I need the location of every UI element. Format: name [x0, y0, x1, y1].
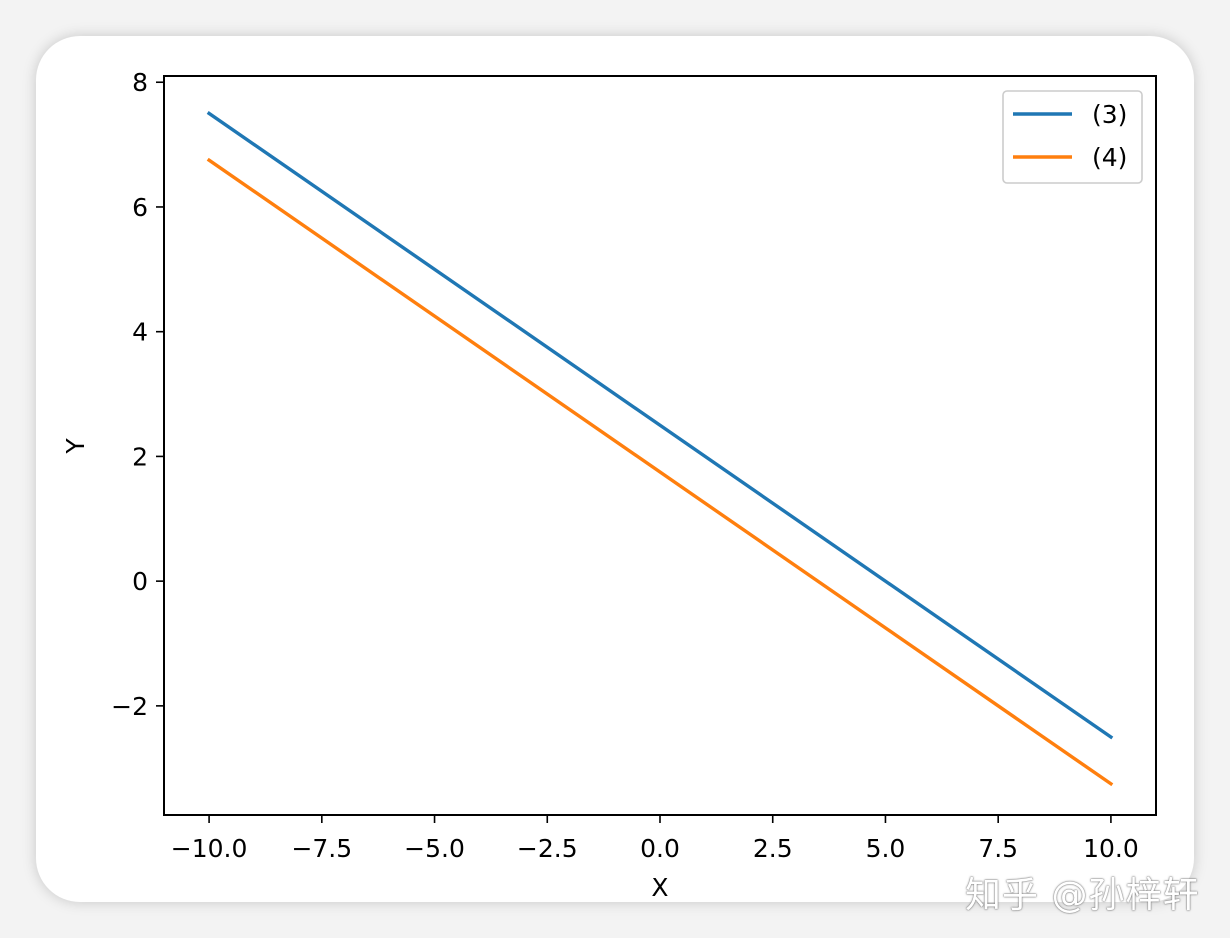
y-tick-label: 4 [132, 318, 148, 347]
y-tick-label: 0 [132, 567, 148, 596]
series-line-1 [206, 111, 1114, 740]
x-tick-label: −5.0 [404, 834, 465, 863]
x-tick-label: 2.5 [753, 834, 793, 863]
x-tick-label: 0.0 [640, 834, 680, 863]
x-axis-ticks: −10.0 −7.5 −5.0 −2.5 0.0 2.5 5.0 7.5 10.0 [171, 815, 1139, 863]
x-axis-label: X [651, 873, 668, 902]
x-tick-label: −10.0 [171, 834, 248, 863]
x-tick-label: 10.0 [1083, 834, 1139, 863]
x-tick-label: −2.5 [517, 834, 578, 863]
y-axis-ticks: −2 0 2 4 6 8 [111, 68, 164, 721]
legend: (3)(4) [1002, 90, 1143, 184]
x-tick-label: −7.5 [291, 834, 352, 863]
series-lines [206, 111, 1114, 787]
figure-card [36, 36, 1194, 902]
legend-label: (3) [1092, 100, 1127, 129]
y-tick-label: 2 [132, 442, 148, 471]
legend-label: (4) [1092, 143, 1127, 172]
y-tick-label: 6 [132, 193, 148, 222]
series-line-2 [206, 157, 1114, 787]
y-tick-label: −2 [111, 692, 148, 721]
watermark-text: 知乎 @孙梓轩 [965, 875, 1200, 916]
y-axis-label: Y [61, 438, 90, 455]
x-tick-label: 5.0 [866, 834, 906, 863]
x-tick-label: 7.5 [978, 834, 1018, 863]
y-tick-label: 8 [132, 68, 148, 97]
